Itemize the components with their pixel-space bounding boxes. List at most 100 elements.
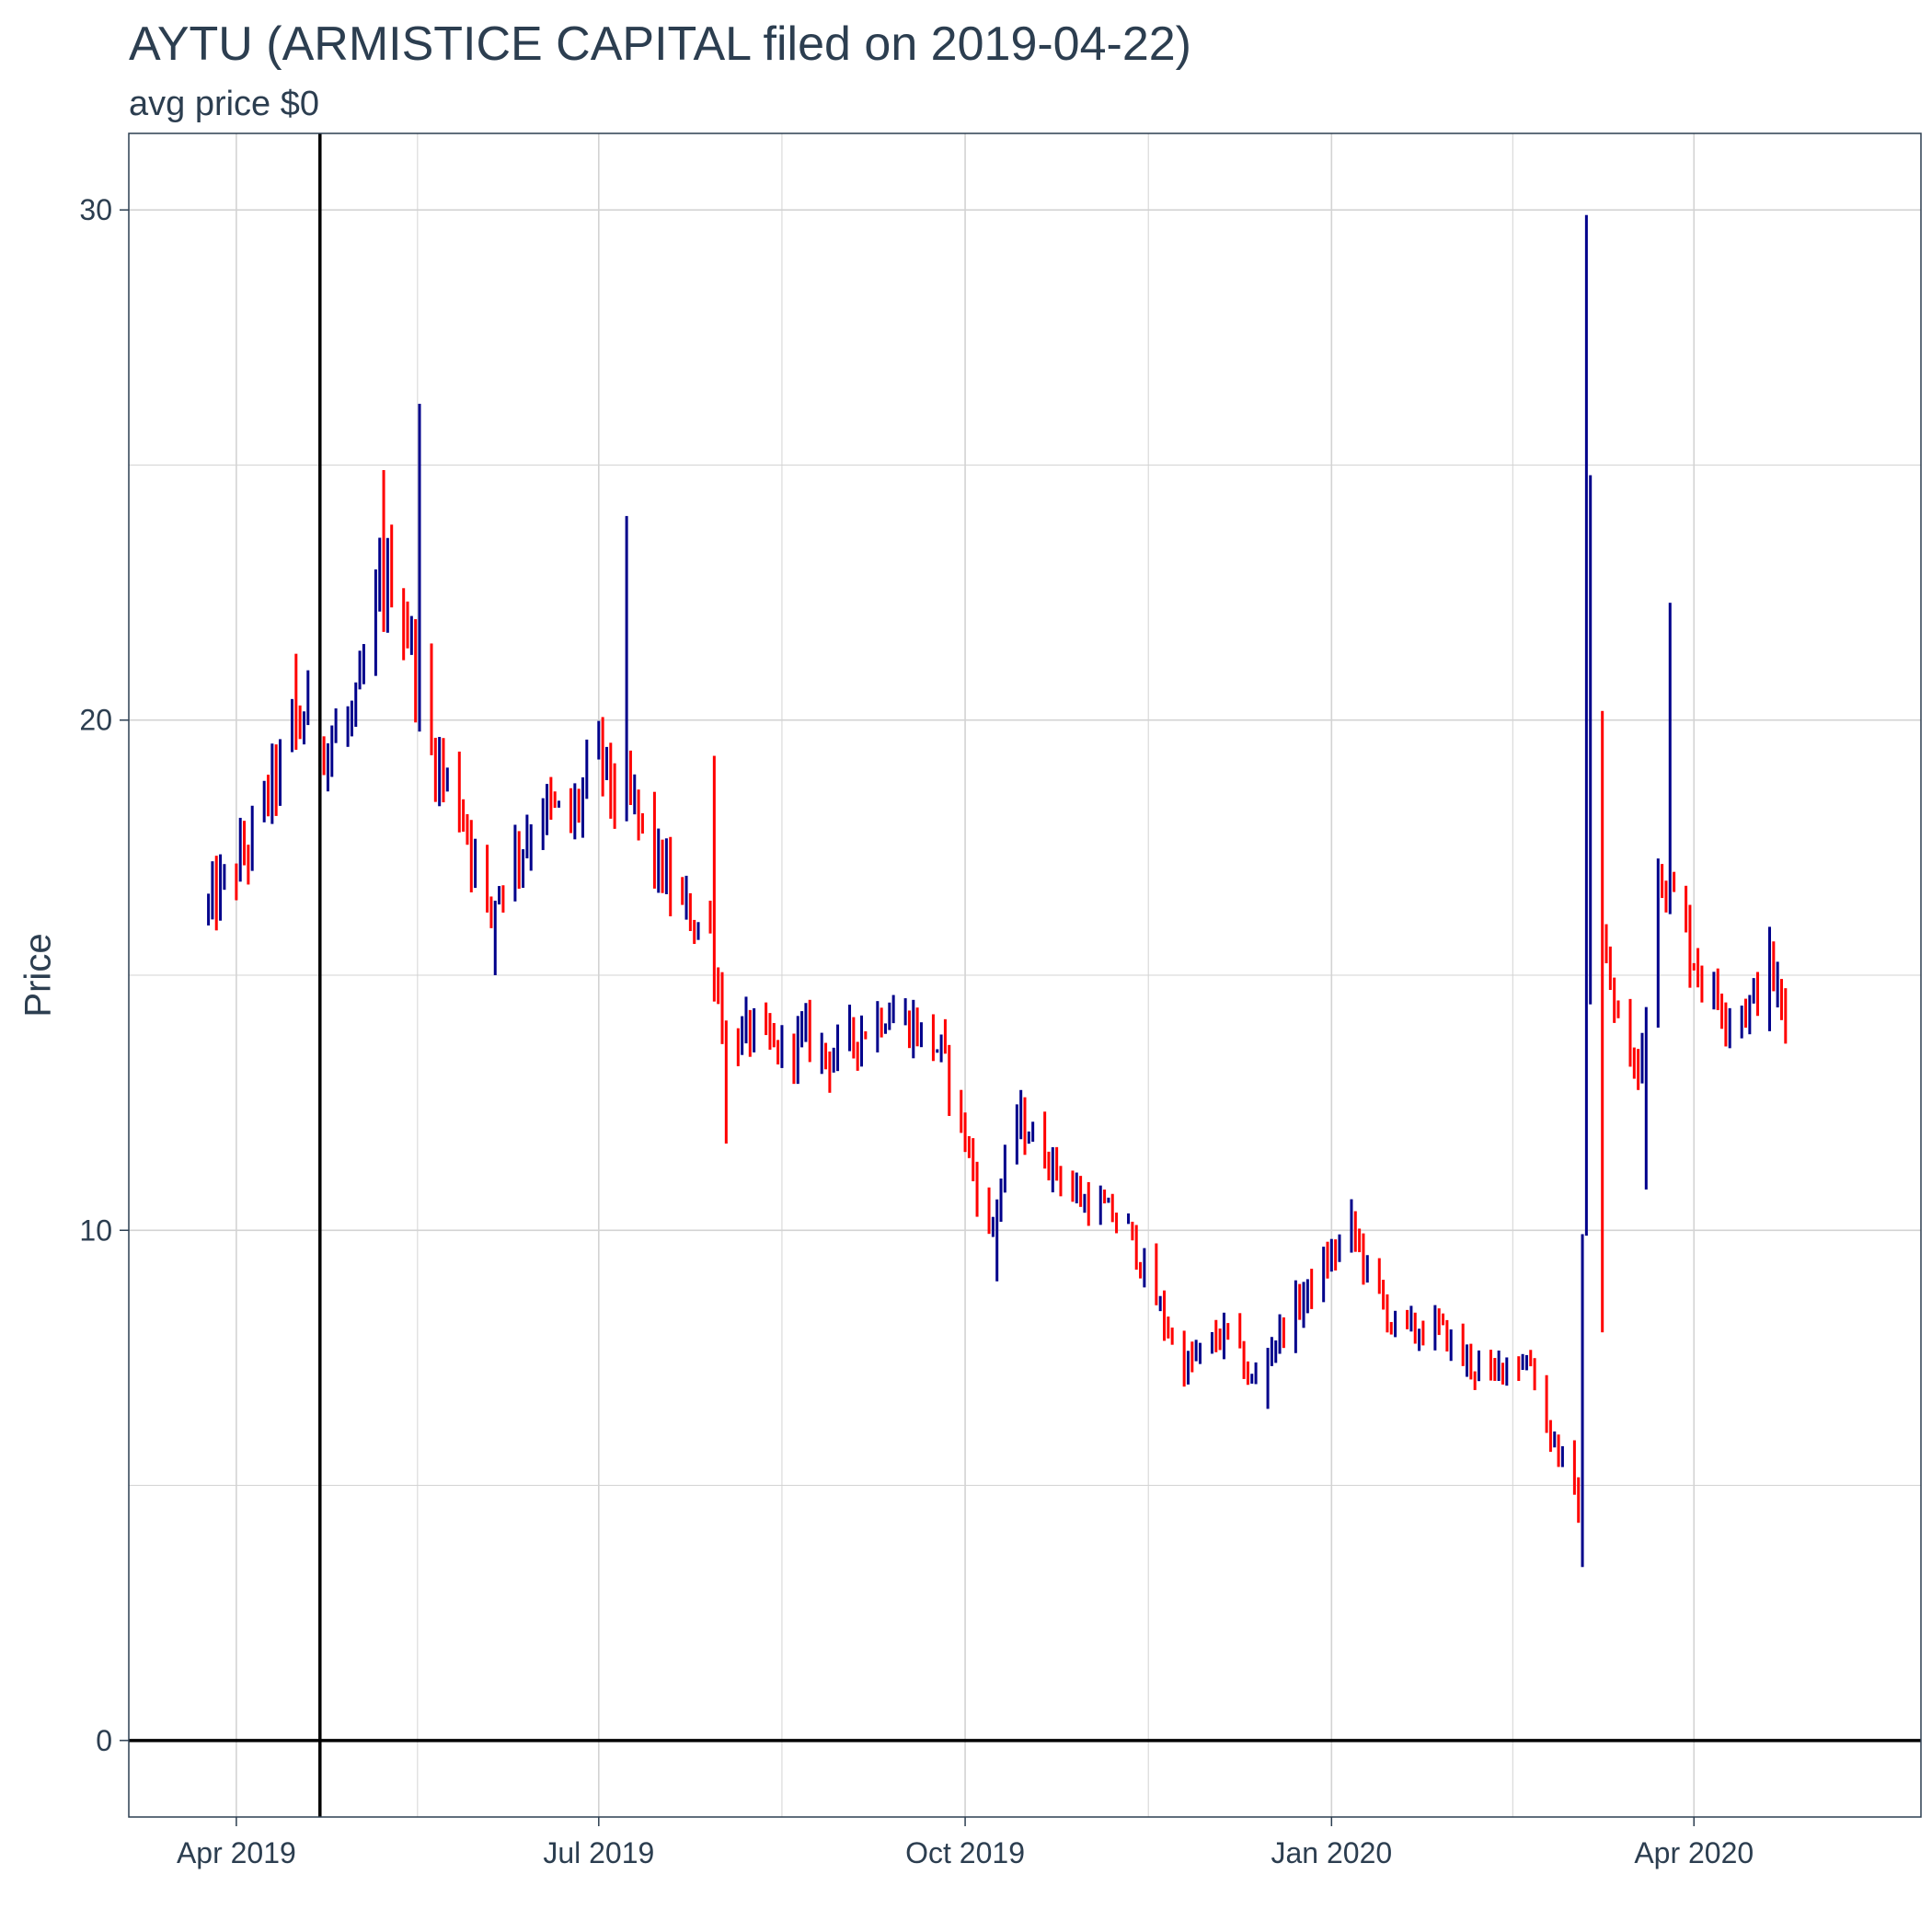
ohlc-bar-down <box>1445 1319 1449 1351</box>
ohlc-bar-down <box>1163 1290 1167 1341</box>
ohlc-bar-down <box>708 901 712 934</box>
ohlc-bar-up <box>1107 1197 1110 1203</box>
ohlc-bar-up <box>1051 1146 1054 1193</box>
ohlc-bar-down <box>549 776 553 821</box>
ohlc-bar-up <box>1015 1104 1018 1165</box>
ohlc-bar-down <box>772 1022 776 1048</box>
ohlc-bar-down <box>1772 941 1776 992</box>
y-tick-label: 20 <box>79 704 112 737</box>
ohlc-bar-down <box>852 1017 856 1059</box>
ohlc-bar-up <box>1322 1247 1326 1303</box>
ohlc-bar-down <box>298 705 302 740</box>
ohlc-bar-down <box>613 763 616 829</box>
ohlc-bar-down <box>824 1042 828 1070</box>
ohlc-bar-down <box>748 1009 752 1057</box>
ohlc-bar-up <box>1254 1362 1258 1385</box>
ohlc-bar-up <box>409 615 413 655</box>
ohlc-bar-up <box>1003 1144 1006 1193</box>
ohlc-bar-up <box>912 999 915 1059</box>
ohlc-bar-up <box>354 682 358 727</box>
ohlc-bar-up <box>883 1023 887 1034</box>
ohlc-bar-up <box>1728 1007 1731 1049</box>
ohlc-bar-down <box>1442 1313 1445 1326</box>
ohlc-bar-down <box>1238 1313 1242 1349</box>
ohlc-bar-down <box>931 1014 935 1062</box>
ohlc-bar-down <box>960 1089 963 1133</box>
ohlc-bar-up <box>999 1179 1003 1223</box>
ohlc-bar-down <box>1139 1261 1143 1279</box>
ohlc-bar-up <box>1158 1295 1162 1312</box>
ohlc-bar-down <box>1720 993 1724 1029</box>
ohlc-bar-up <box>1305 1279 1309 1314</box>
ohlc-bar-up <box>474 838 477 889</box>
ohlc-bar-down <box>864 1031 868 1040</box>
ohlc-bar-up <box>1329 1238 1333 1272</box>
ohlc-bar-up <box>302 711 305 745</box>
ohlc-bar-down <box>1334 1239 1338 1271</box>
ohlc-bar-up <box>378 537 382 612</box>
ohlc-bar-up <box>1418 1328 1421 1351</box>
ohlc-bar-down <box>1548 1420 1552 1453</box>
ohlc-bar-down <box>1673 871 1676 892</box>
ohlc-bar-down <box>1437 1308 1441 1336</box>
ohlc-bar-up <box>513 824 517 902</box>
ohlc-bar-down <box>808 999 811 1063</box>
ohlc-bar-down <box>1310 1269 1314 1309</box>
chart-title: AYTU (ARMISTICE CAPITAL filed on 2019-04… <box>129 17 1191 71</box>
ohlc-bar-down <box>1724 1002 1728 1047</box>
ohlc-bar-up <box>585 739 589 799</box>
y-tick-label: 0 <box>96 1724 112 1757</box>
ohlc-bar-down <box>1692 962 1696 971</box>
ohlc-bar-up <box>418 403 421 732</box>
ohlc-bar-up <box>326 743 329 792</box>
ohlc-bar-down <box>681 877 684 905</box>
ohlc-bar-up <box>546 784 549 835</box>
ohlc-bar-up <box>820 1032 823 1075</box>
ohlc-bar-up <box>1294 1280 1297 1353</box>
ohlc-bar-down <box>661 839 664 893</box>
ohlc-bar-down <box>1134 1225 1138 1271</box>
ohlc-bar-down <box>628 750 632 805</box>
x-tick-label: Jan 2020 <box>1271 1836 1392 1869</box>
ohlc-bar-down <box>907 1010 911 1049</box>
ohlc-bar-up <box>848 1005 852 1052</box>
ohlc-bar-up <box>358 650 362 690</box>
ohlc-bar-up <box>604 746 608 780</box>
ohlc-bar-down <box>609 742 613 819</box>
ohlc-bar-up <box>1433 1305 1437 1351</box>
ohlc-bar-up <box>1198 1342 1202 1364</box>
x-tick-label: Apr 2019 <box>177 1836 296 1869</box>
ohlc-bar-up <box>306 670 310 726</box>
ohlc-bar-down <box>469 820 473 892</box>
ohlc-bar-down <box>382 470 385 632</box>
ohlc-bar-up <box>633 774 637 815</box>
ohlc-bar-down <box>214 856 218 931</box>
ohlc-bar-down <box>466 814 469 845</box>
ohlc-bar-up <box>346 706 350 747</box>
ohlc-bar-up <box>1497 1351 1501 1382</box>
ohlc-bar-down <box>880 1007 883 1038</box>
ohlc-bar-up <box>1194 1340 1198 1362</box>
ohlc-bar-up <box>657 828 661 893</box>
ohlc-bar-up <box>1581 1234 1584 1568</box>
ohlc-bar-down <box>243 821 247 866</box>
x-tick-label: Apr 2020 <box>1634 1836 1754 1869</box>
ohlc-bar-up <box>529 824 533 871</box>
ohlc-bar-up <box>1656 858 1660 1028</box>
ohlc-bar-down <box>1601 710 1604 1333</box>
ohlc-bar-up <box>1560 1446 1564 1467</box>
ohlc-bar-down <box>1577 1477 1581 1524</box>
ohlc-bar-down <box>1421 1320 1425 1346</box>
ohlc-bar-up <box>573 783 577 840</box>
ohlc-bar-down <box>1298 1283 1302 1320</box>
ohlc-bar-up <box>1521 1353 1524 1370</box>
ohlc-bar-up <box>741 1016 744 1055</box>
ohlc-bar-down <box>1155 1243 1158 1305</box>
ohlc-bar-down <box>987 1187 991 1235</box>
ohlc-bar-up <box>362 644 365 684</box>
ohlc-bar-down <box>1386 1294 1389 1333</box>
ohlc-bar-down <box>1182 1330 1186 1387</box>
ohlc-bar-up <box>1752 978 1755 1004</box>
ohlc-bar-up <box>1266 1348 1270 1409</box>
ohlc-bar-up <box>541 798 545 850</box>
